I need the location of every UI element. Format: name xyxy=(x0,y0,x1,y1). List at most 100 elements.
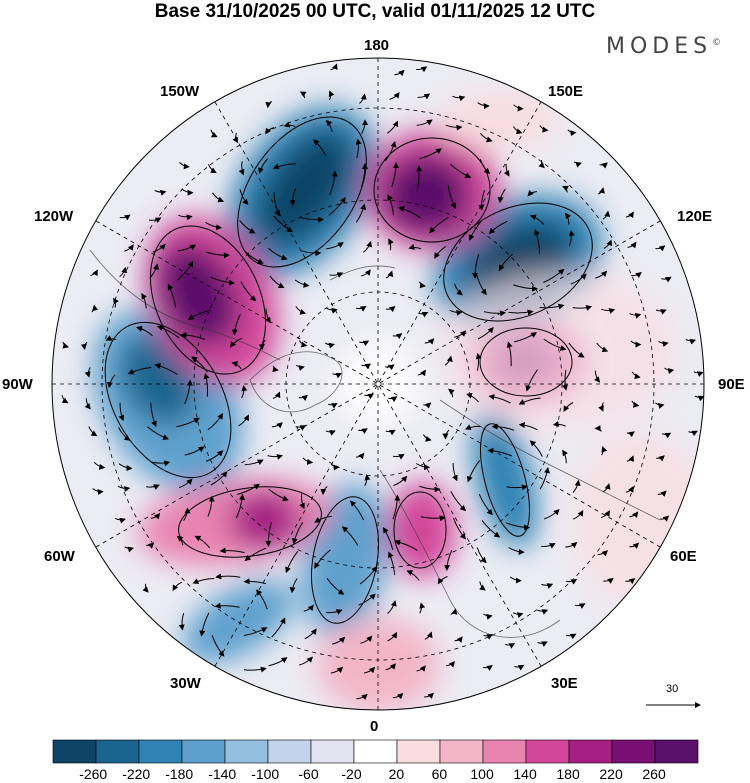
wind-arrow xyxy=(388,396,398,403)
wind-arrow xyxy=(385,429,396,436)
wind-arrow xyxy=(178,613,185,631)
wind-arrow xyxy=(154,363,178,375)
wind-arrow xyxy=(176,417,200,428)
wind-arrow xyxy=(562,185,569,193)
brand-mark: © xyxy=(712,38,722,48)
wind-arrow xyxy=(452,462,458,482)
wind-arrow xyxy=(238,414,249,427)
wind-arrow xyxy=(437,576,448,585)
wind-arrow xyxy=(326,578,345,595)
wind-arrow xyxy=(206,251,230,259)
label-30w: 30W xyxy=(170,675,201,692)
wind-arrow xyxy=(392,454,405,460)
wind-arrow xyxy=(298,216,324,223)
wind-arrow xyxy=(445,124,463,131)
wind-arrow xyxy=(258,158,269,174)
colorbar-swatch xyxy=(396,739,441,764)
wind-arrow xyxy=(568,230,575,247)
wind-arrow xyxy=(491,423,515,431)
coast-canada xyxy=(89,249,281,361)
colorbar-tick-label: 220 xyxy=(599,766,623,782)
wind-arrow xyxy=(364,474,371,487)
wind-arrow xyxy=(388,238,394,251)
map-field xyxy=(52,58,704,710)
wind-arrow xyxy=(444,550,453,571)
wind-arrow xyxy=(450,608,458,615)
wind-arrow xyxy=(273,215,294,233)
wind-arrow xyxy=(341,526,359,546)
wind-arrow xyxy=(626,455,634,462)
wind-arrow xyxy=(487,447,512,457)
map-boundary xyxy=(51,57,705,711)
wind-arrow xyxy=(601,510,610,518)
wind-arrow xyxy=(417,93,431,100)
wind-arrow xyxy=(419,602,426,614)
wind-arrow xyxy=(265,127,275,135)
wind-arrow xyxy=(419,485,441,493)
label-90w: 90W xyxy=(2,376,33,393)
contour-high-10e xyxy=(393,491,447,569)
wind-arrow xyxy=(268,657,288,667)
wind-arrow xyxy=(541,543,556,549)
wind-arrow xyxy=(595,270,608,279)
wind-arrow xyxy=(424,631,433,640)
wind-arrow xyxy=(541,583,554,589)
wind-arrow xyxy=(497,188,506,204)
label-120w: 120W xyxy=(34,208,74,225)
wind-arrow xyxy=(527,189,537,197)
wind-arrow xyxy=(694,395,704,402)
wind-arrow xyxy=(538,159,545,169)
wind-arrow xyxy=(466,460,481,483)
wind-arrow xyxy=(480,132,493,143)
wind-arrow xyxy=(387,600,397,614)
wind-arrow xyxy=(387,120,398,134)
wind-arrow xyxy=(258,339,266,351)
wind-arrow xyxy=(406,570,420,581)
wind-arrow xyxy=(385,305,396,313)
wind-arrow xyxy=(211,635,225,657)
wind-arrow xyxy=(355,203,367,223)
wind-arrow xyxy=(199,612,210,637)
wind-arrow xyxy=(512,612,524,619)
wind-arrow xyxy=(392,333,403,340)
wind-arrow xyxy=(479,581,486,591)
wind-arrow xyxy=(289,188,296,207)
wind-arrow xyxy=(136,325,153,337)
wind-arrow xyxy=(658,340,669,348)
wind-arrow xyxy=(328,90,335,101)
wind-arrow xyxy=(631,371,641,380)
wind-arrow xyxy=(393,475,408,487)
wind-arrow xyxy=(356,693,368,701)
wind-arrow xyxy=(294,279,310,288)
wind-arrow xyxy=(265,521,272,547)
wind-arrow xyxy=(184,446,205,456)
wind-arrow xyxy=(688,430,698,437)
wind-arrow xyxy=(172,581,183,592)
wind-arrow xyxy=(574,603,586,609)
wind-arrow xyxy=(419,148,443,160)
wind-arrow xyxy=(392,494,401,520)
wind-arrow xyxy=(61,394,69,404)
wind-arrow xyxy=(156,325,180,339)
wind-arrow xyxy=(388,551,396,576)
wind-arrow xyxy=(325,430,336,436)
wind-arrow xyxy=(572,510,584,520)
wind-arrow xyxy=(324,342,335,349)
wind-arrow xyxy=(384,141,397,162)
wind-arrow xyxy=(659,515,670,522)
wind-arrow xyxy=(478,494,493,516)
wind-arrow xyxy=(570,273,587,285)
wind-arrow xyxy=(239,220,256,234)
wind-arrow xyxy=(631,271,642,279)
wind-arrow xyxy=(326,609,343,615)
wind-arrow xyxy=(447,185,456,209)
wind-arrow xyxy=(177,260,194,281)
wind-arrow xyxy=(562,369,568,391)
wind-arrow xyxy=(302,457,314,465)
wind-arrow xyxy=(118,427,131,441)
wind-arrow xyxy=(601,446,608,456)
wind-arrow xyxy=(117,485,131,492)
wind-arrow xyxy=(142,583,149,593)
wind-arrow xyxy=(450,491,467,512)
